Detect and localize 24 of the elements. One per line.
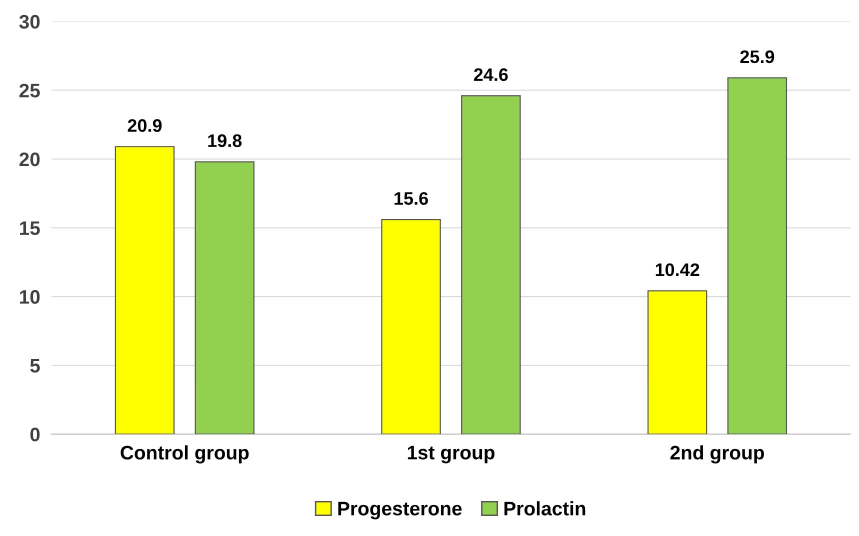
- bar: [727, 77, 788, 434]
- legend-label: Prolactin: [504, 501, 586, 516]
- y-tick-label: 10: [20, 290, 40, 304]
- bar: [461, 95, 521, 434]
- data-label: 19.8: [208, 134, 242, 148]
- y-tick-label: 0: [30, 428, 40, 442]
- bar: [381, 218, 441, 434]
- data-label: 20.9: [128, 119, 162, 132]
- bar: [647, 290, 708, 434]
- x-tick-label: 2nd group: [670, 445, 764, 464]
- data-label: 25.9: [740, 50, 774, 64]
- data-label: 24.6: [474, 68, 508, 82]
- y-tick-label: 30: [19, 14, 40, 29]
- data-label: 15.6: [394, 192, 428, 205]
- y-tick-label: 5: [30, 359, 40, 373]
- x-tick-label: 1st group: [408, 446, 494, 464]
- bar: [194, 161, 254, 434]
- bar: [114, 146, 175, 434]
- y-tick-label: 20: [19, 152, 40, 166]
- x-tick-label: Control group: [120, 445, 249, 464]
- legend-label: Progesterone: [338, 502, 462, 520]
- data-label: 10.42: [656, 263, 700, 276]
- y-tick-label: 25: [19, 84, 40, 98]
- y-tick-label: 15: [20, 221, 40, 236]
